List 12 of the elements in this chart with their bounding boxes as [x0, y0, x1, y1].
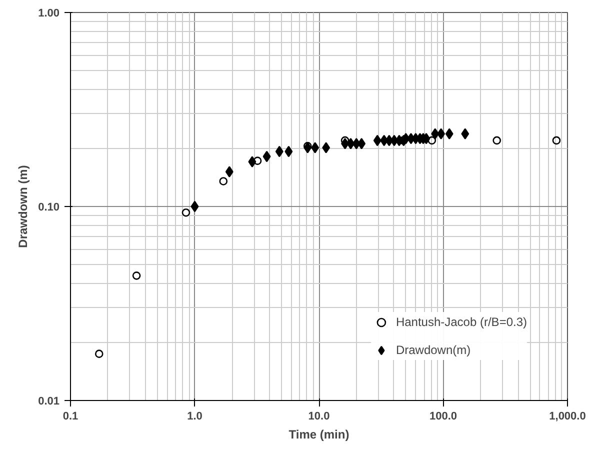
y-tick-label: 1.00 — [38, 8, 60, 20]
x-tick-label: 1.0 — [187, 410, 202, 422]
y-tick-label: 0.10 — [38, 202, 60, 214]
y-tick-label: 0.01 — [38, 396, 60, 408]
legend-label: Hantush-Jacob (r/B=0.3) — [396, 315, 527, 329]
x-tick-label: 10.0 — [308, 410, 330, 422]
x-axis-title: Time (min) — [288, 428, 350, 442]
legend-label: Drawdown(m) — [396, 343, 471, 357]
x-tick-label: 0.1 — [62, 410, 78, 422]
x-tick-label: 100.0 — [429, 410, 458, 422]
y-axis-title: Drawdown (m) — [16, 165, 30, 248]
x-tick-label: 1,000.0 — [549, 410, 586, 422]
